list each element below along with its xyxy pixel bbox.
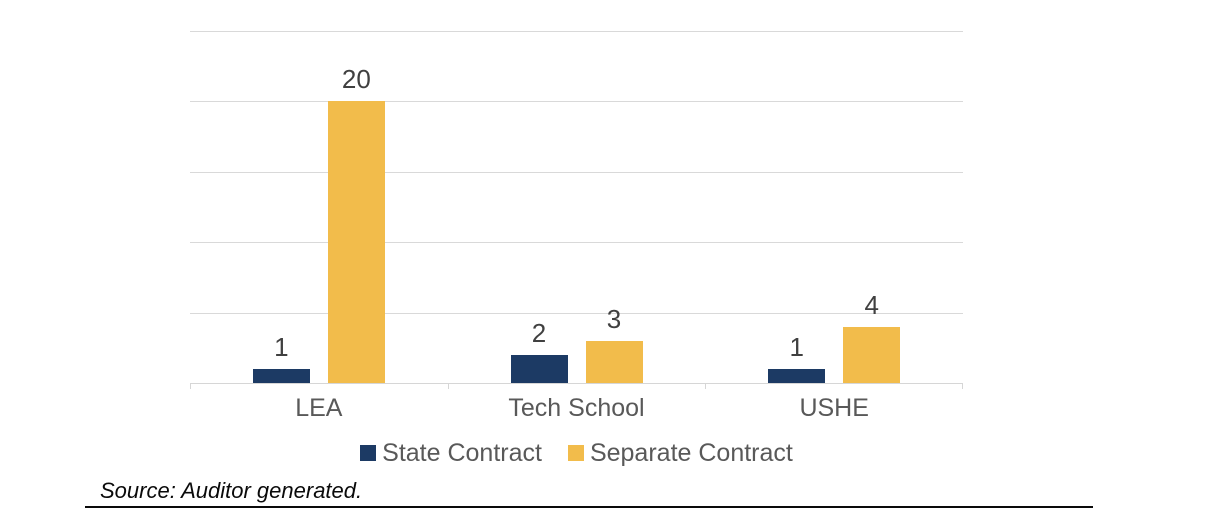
legend-label: Separate Contract [589, 439, 793, 467]
bar-value-label: 2 [531, 317, 547, 348]
source-note: Source: Auditor generated. [85, 479, 1093, 508]
axis-tick [705, 383, 706, 389]
legend-swatch-icon [360, 445, 377, 461]
source-text: Source: Auditor generated. [100, 478, 363, 503]
bar-state-contract-lea: 1 [252, 334, 310, 383]
x-axis-labels: LEA Tech School USHE [190, 394, 963, 422]
x-axis-label-lea: LEA [295, 394, 343, 422]
plot-area: 1 20 2 3 1 4 [190, 31, 963, 389]
bar-separate-contract-lea: 20 [327, 66, 385, 383]
bar-value-label: 1 [789, 331, 804, 362]
axis-tick [190, 383, 191, 389]
bar-value-label: 20 [341, 64, 371, 95]
legend-item-state-contract: State Contract [360, 440, 542, 466]
x-axis-label-ushe: USHE [799, 394, 869, 422]
bar-groups: 1 20 2 3 1 4 [190, 31, 963, 383]
axis-tick [448, 383, 449, 389]
gridline-25 [190, 31, 963, 32]
legend-item-separate-contract: Separate Contract [567, 439, 793, 467]
legend-label: State Contract [382, 439, 542, 467]
bar-value-label: 4 [864, 289, 879, 320]
legend-swatch-icon [567, 445, 584, 461]
gridline-10 [190, 242, 963, 244]
bar-group-lea: 1 20 [190, 31, 448, 383]
gridline-5 [190, 312, 963, 314]
bar-state-contract-ushe: 1 [768, 334, 826, 383]
bar-value-label: 3 [606, 303, 622, 334]
gridline-20 [190, 101, 963, 103]
bar-separate-contract-tech-school: 3 [585, 306, 643, 383]
bar-separate-contract-ushe: 4 [843, 292, 901, 383]
axis-tick [962, 383, 963, 389]
gridline-15 [190, 171, 963, 173]
x-axis-label-tech-school: Tech School [508, 394, 645, 422]
legend: State Contract Separate Contract [190, 440, 963, 466]
bar-state-contract-tech-school: 2 [510, 320, 568, 383]
bar-value-label: 1 [274, 331, 289, 362]
